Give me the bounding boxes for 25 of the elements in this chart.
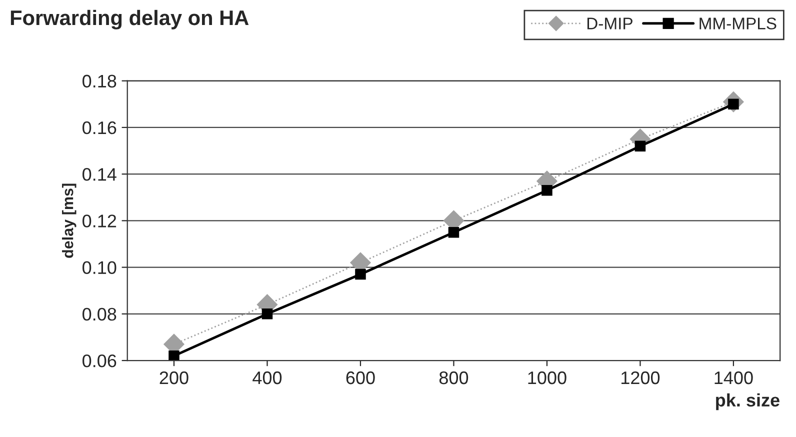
x-tick-label: 1400 [714, 371, 753, 384]
y-tick-label: 0.10 [82, 261, 116, 274]
x-tick-label: 1000 [528, 371, 566, 384]
y-tick-label: 0.12 [82, 214, 116, 228]
x-tick-label: 200 [160, 371, 188, 384]
point [634, 140, 646, 152]
point [168, 350, 180, 361]
y-tick-label: 0.18 [82, 74, 116, 88]
x-tick-label: 1200 [622, 371, 660, 384]
legend-label: MM-MPLS [700, 18, 776, 30]
y-axis-title: delay [ms] [62, 184, 76, 258]
x-tick-label: 400 [252, 371, 282, 384]
x-axis-title: pk. size [716, 393, 780, 410]
point [448, 226, 460, 238]
x-tick-label: 800 [439, 371, 468, 384]
y-tick-label: 0.16 [82, 121, 116, 134]
legend-label: D-MIP [587, 18, 632, 30]
point [262, 308, 273, 320]
x-tick-label: 600 [346, 371, 375, 384]
chart-title: Forwarding delay on HA [10, 10, 249, 30]
y-tick-label: 0.14 [82, 168, 116, 181]
point [542, 185, 552, 196]
y-tick-label: 0.06 [82, 354, 116, 368]
y-tick-label: 0.08 [82, 308, 116, 321]
point [355, 268, 366, 280]
